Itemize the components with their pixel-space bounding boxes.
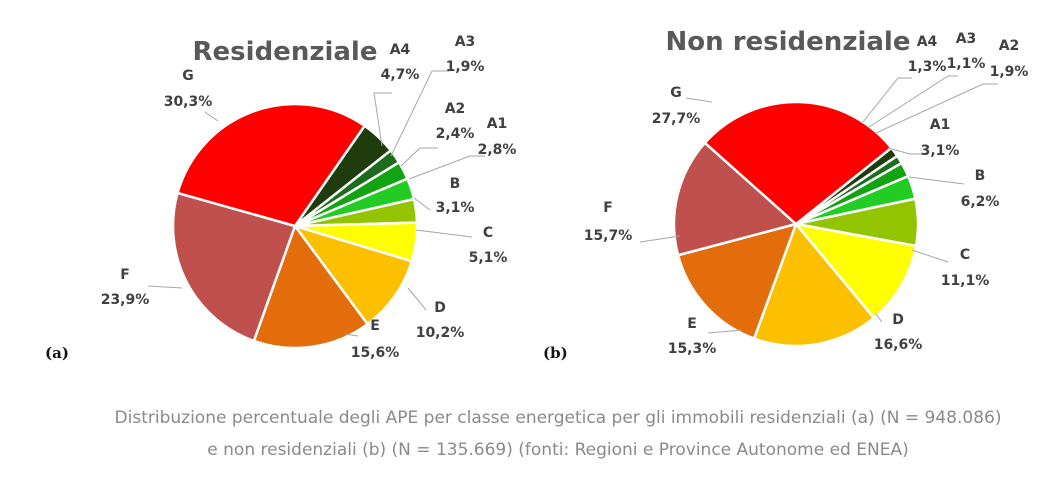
category-label-d: D xyxy=(892,312,904,328)
pie-slice-f xyxy=(171,191,297,343)
chart-title: Non residenziale xyxy=(666,27,911,57)
panel-label-a: (a) xyxy=(45,344,69,362)
value-label-b: 3,1% xyxy=(436,200,475,216)
value-label-f: 15,7% xyxy=(584,228,633,244)
value-label-g: 27,7% xyxy=(652,111,701,127)
leader-line-c xyxy=(911,249,949,263)
leader-line-d xyxy=(407,287,427,311)
value-label-c: 5,1% xyxy=(469,250,508,266)
value-label-a3: 1,9% xyxy=(446,59,485,75)
leader-line-a1 xyxy=(408,155,485,180)
value-label-f: 23,9% xyxy=(101,292,150,308)
figure-caption: Distribuzione percentuale degli APE per … xyxy=(60,402,1056,466)
leader-line-f xyxy=(639,235,681,243)
value-label-e: 15,6% xyxy=(351,345,400,361)
category-label-c: C xyxy=(960,247,970,263)
value-label-g: 30,3% xyxy=(164,94,213,110)
caption-line-2: e non residenziali (b) (N = 135.669) (fo… xyxy=(207,440,909,460)
pie-slice-f xyxy=(672,141,798,257)
category-label-a2: A2 xyxy=(999,38,1020,54)
category-label-a4: A4 xyxy=(917,34,938,50)
pie-slice-c xyxy=(794,222,918,320)
category-label-a1: A1 xyxy=(487,116,508,132)
pie-chart-a: Residenziale A4 4,7% A3 1,9% A2 2,4% A1 2,8% B 3,1… xyxy=(101,34,517,361)
value-label-d: 10,2% xyxy=(416,325,465,341)
category-label-b: B xyxy=(975,168,986,184)
leader-line-a3 xyxy=(868,75,958,128)
category-label-c: C xyxy=(483,225,493,241)
pie-slice-d xyxy=(752,222,876,348)
category-label-a4: A4 xyxy=(390,42,411,58)
leader-line-b xyxy=(413,197,431,211)
value-label-b: 6,2% xyxy=(961,194,1000,210)
category-label-f: F xyxy=(603,200,613,216)
pie-charts: Residenziale A4 4,7% A3 1,9% A2 2,4% A1 2,8% B 3,1… xyxy=(101,27,1029,361)
pie-slice-g xyxy=(176,102,366,228)
leader-line-e xyxy=(344,333,359,337)
value-label-c: 11,1% xyxy=(941,273,990,289)
value-label-a1: 2,8% xyxy=(478,142,517,158)
value-label-e: 15,3% xyxy=(668,341,717,357)
leader-line-f xyxy=(147,285,183,289)
leader-line-c xyxy=(415,229,473,238)
category-label-a3: A3 xyxy=(956,31,977,47)
pie-slice-e xyxy=(676,222,798,340)
leader-line-g xyxy=(685,97,713,103)
value-label-a1: 3,1% xyxy=(921,143,960,159)
leader-line-a4 xyxy=(373,92,392,147)
pie-chart-b: Non residenziale A4 1,3% A3 1,1% A2 1,9% A1 3,1%… xyxy=(584,27,1029,357)
caption-line-1: Distribuzione percentuale degli APE per … xyxy=(114,408,1002,428)
leader-line-a1 xyxy=(887,147,925,155)
category-label-d: D xyxy=(434,300,446,316)
value-label-d: 16,6% xyxy=(874,337,923,353)
category-label-g: G xyxy=(182,68,194,84)
panel-label-b: (b) xyxy=(543,344,568,362)
pie-slice-d xyxy=(293,224,414,326)
leader-line-a2 xyxy=(400,147,438,167)
category-label-g: G xyxy=(670,85,682,101)
category-label-f: F xyxy=(120,267,130,283)
leader-line-d xyxy=(875,313,883,323)
leader-line-a4 xyxy=(862,77,912,123)
leader-line-b xyxy=(908,176,965,185)
value-label-a4: 4,7% xyxy=(381,67,420,83)
category-label-a1: A1 xyxy=(930,117,951,133)
category-label-a3: A3 xyxy=(455,34,476,50)
chart-title: Residenziale xyxy=(193,37,378,67)
value-label-a2: 1,9% xyxy=(990,64,1029,80)
leader-line-g xyxy=(204,111,219,122)
leader-line-e xyxy=(707,329,743,334)
category-label-e: E xyxy=(687,316,697,332)
category-label-e: E xyxy=(370,318,380,334)
value-label-a3: 1,1% xyxy=(947,56,986,72)
value-label-a4: 1,3% xyxy=(908,59,947,75)
category-label-b: B xyxy=(450,176,461,192)
category-label-a2: A2 xyxy=(445,101,466,117)
pie-slice-e xyxy=(252,224,369,350)
value-label-a2: 2,4% xyxy=(436,126,475,142)
pie-slice-g xyxy=(703,100,893,226)
leader-line-a3 xyxy=(390,70,450,157)
leader-line-a2 xyxy=(875,83,998,134)
